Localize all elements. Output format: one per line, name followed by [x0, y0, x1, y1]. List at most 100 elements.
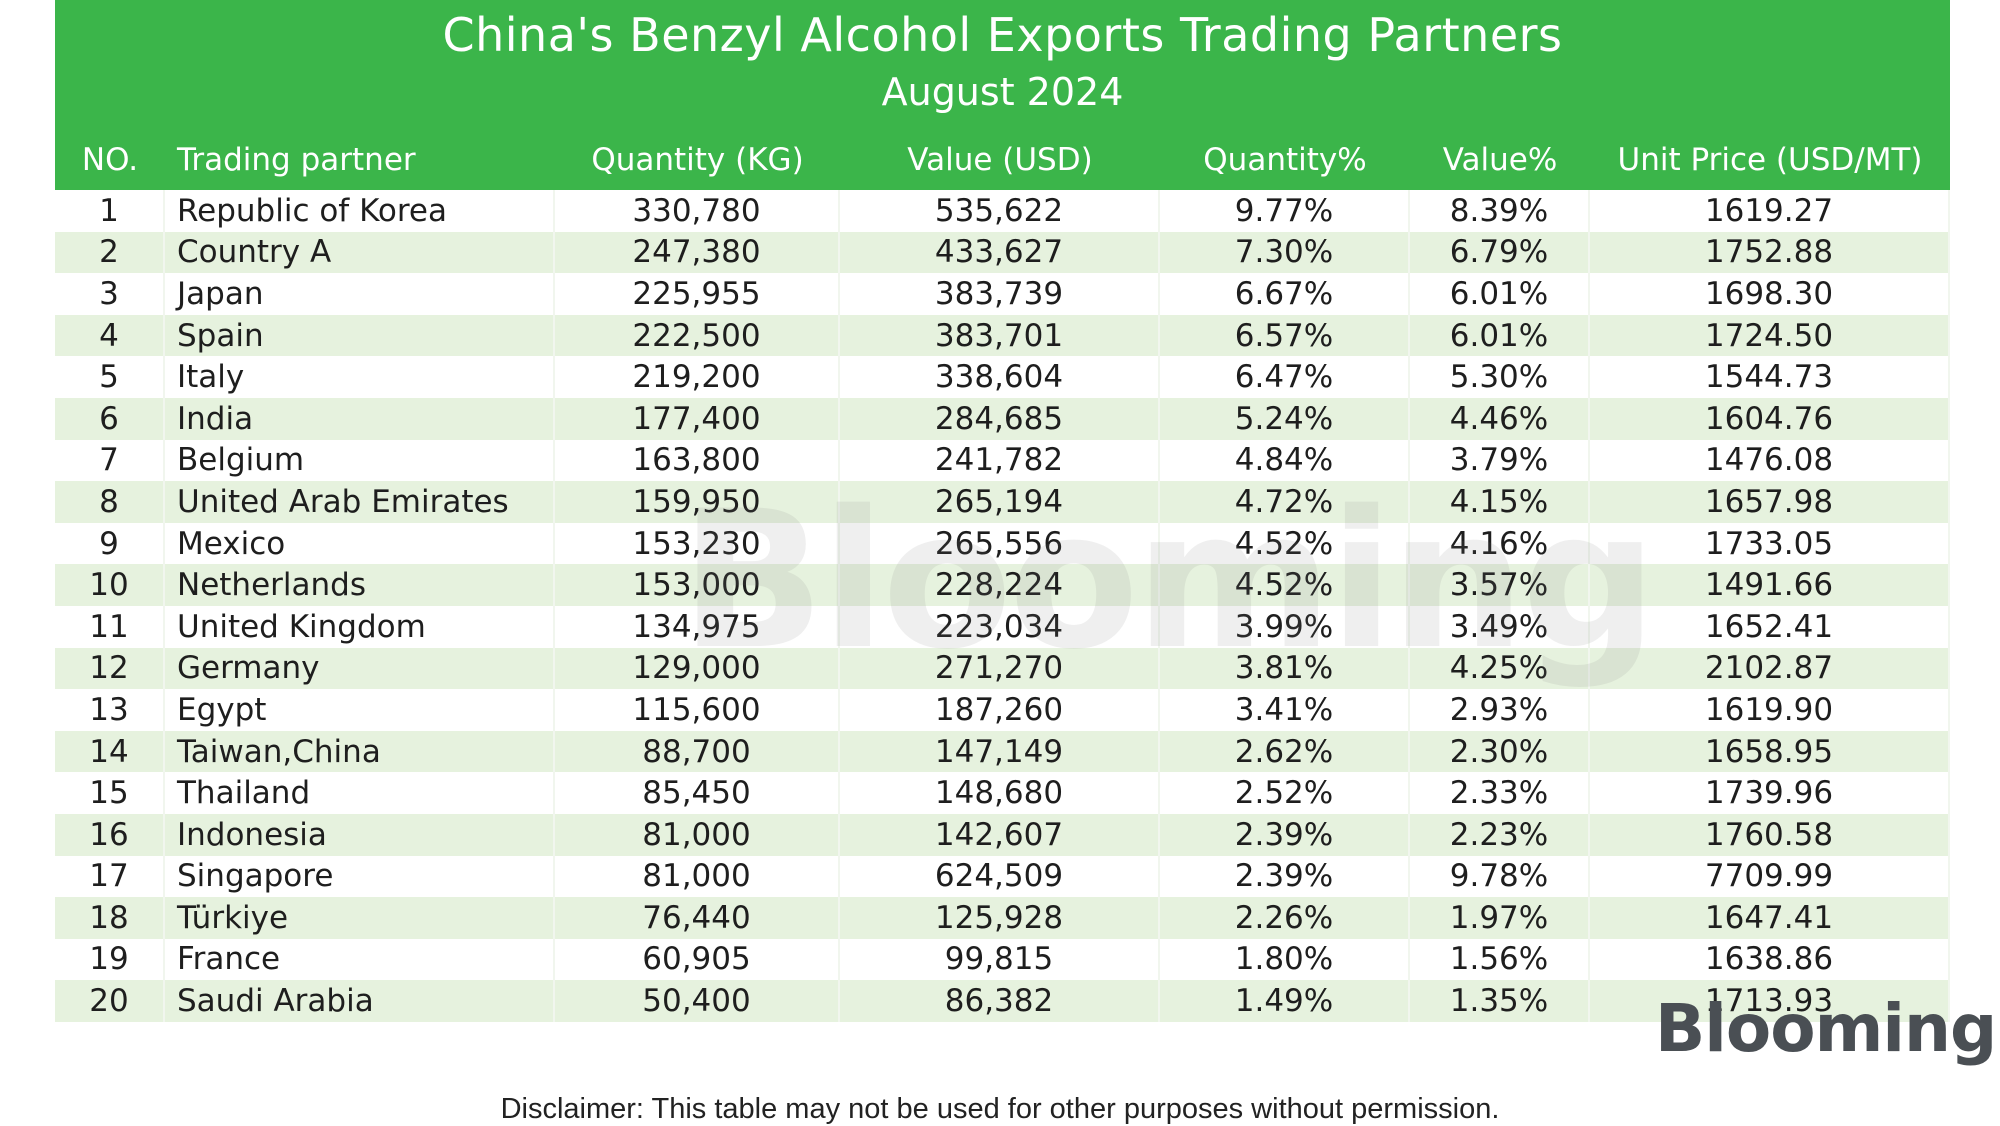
cell-partner: Indonesia — [165, 813, 555, 856]
cell-partner: Singapore — [165, 855, 555, 898]
cell-quantity-pct: 7.30% — [1160, 231, 1410, 274]
table-row: 19 France 60,905 99,815 1.80% 1.56% 1638.86 — [55, 938, 1950, 981]
cell-no: 5 — [55, 356, 165, 398]
cell-value-pct: 6.01% — [1410, 273, 1590, 315]
cell-quantity: 88,700 — [555, 730, 840, 773]
table-row: 7 Belgium 163,800 241,782 4.84% 3.79% 1476.08 — [55, 439, 1950, 482]
cell-quantity: 129,000 — [555, 647, 840, 690]
cell-unit-price: 1733.05 — [1590, 522, 1950, 565]
cell-unit-price: 1752.88 — [1590, 231, 1950, 274]
cell-quantity: 81,000 — [555, 813, 840, 856]
table-row: 17 Singapore 81,000 624,509 2.39% 9.78% 7709.9… — [55, 855, 1950, 898]
column-header-value-pct: Value% — [1442, 142, 1558, 178]
table-row: 18 Türkiye 76,440 125,928 2.26% 1.97% 1647.41 — [55, 897, 1950, 939]
cell-quantity-pct: 3.41% — [1160, 689, 1410, 731]
table-row: 1 Republic of Korea 330,780 535,622 9.77% 8.3… — [55, 190, 1950, 232]
cell-partner: Japan — [165, 273, 555, 315]
cell-value-pct: 2.93% — [1410, 689, 1590, 731]
cell-unit-price: 1647.41 — [1590, 897, 1950, 939]
cell-partner: Türkiye — [165, 897, 555, 939]
cell-unit-price: 1544.73 — [1590, 356, 1950, 398]
cell-partner: Taiwan,China — [165, 730, 555, 773]
cell-value-pct: 9.78% — [1410, 855, 1590, 898]
cell-no: 9 — [55, 522, 165, 565]
cell-no: 10 — [55, 564, 165, 606]
table-row: 5 Italy 219,200 338,604 6.47% 5.30% 1544.73 — [55, 356, 1950, 398]
cell-value-pct: 2.30% — [1410, 730, 1590, 773]
cell-unit-price: 1604.76 — [1590, 397, 1950, 440]
cell-quantity: 134,975 — [555, 605, 840, 648]
cell-quantity-pct: 3.99% — [1160, 605, 1410, 648]
cell-quantity: 153,000 — [555, 564, 840, 606]
cell-quantity-pct: 6.47% — [1160, 356, 1410, 398]
cell-unit-price: 1760.58 — [1590, 813, 1950, 856]
cell-quantity-pct: 2.62% — [1160, 730, 1410, 773]
cell-unit-price: 1658.95 — [1590, 730, 1950, 773]
cell-value: 265,556 — [840, 522, 1160, 565]
cell-no: 8 — [55, 481, 165, 523]
cell-quantity: 219,200 — [555, 356, 840, 398]
cell-quantity-pct: 9.77% — [1160, 190, 1410, 232]
cell-value: 187,260 — [840, 689, 1160, 731]
cell-partner: Saudi Arabia — [165, 980, 555, 1022]
cell-value: 228,224 — [840, 564, 1160, 606]
table-row: 20 Saudi Arabia 50,400 86,382 1.49% 1.35% 1713… — [55, 980, 1950, 1022]
cell-value-pct: 6.01% — [1410, 314, 1590, 357]
column-header-value: Value (USD) — [907, 142, 1093, 178]
cell-quantity: 247,380 — [555, 231, 840, 274]
cell-quantity-pct: 2.52% — [1160, 772, 1410, 814]
brand-logo: Blooming — [1655, 990, 1997, 1067]
cell-partner: Republic of Korea — [165, 190, 555, 232]
table-body: 1 Republic of Korea 330,780 535,622 9.77% 8.3… — [55, 190, 1950, 1022]
cell-quantity-pct: 4.72% — [1160, 481, 1410, 523]
table-row: 3 Japan 225,955 383,739 6.67% 6.01% 1698.30 — [55, 273, 1950, 315]
cell-value-pct: 4.46% — [1410, 397, 1590, 440]
cell-unit-price: 1619.90 — [1590, 689, 1950, 731]
cell-quantity: 76,440 — [555, 897, 840, 939]
cell-quantity: 81,000 — [555, 855, 840, 898]
cell-quantity: 225,955 — [555, 273, 840, 315]
cell-unit-price: 1476.08 — [1590, 439, 1950, 482]
cell-value: 383,739 — [840, 273, 1160, 315]
cell-quantity: 159,950 — [555, 481, 840, 523]
cell-value-pct: 8.39% — [1410, 190, 1590, 232]
cell-quantity-pct: 1.80% — [1160, 938, 1410, 981]
cell-partner: Country A — [165, 231, 555, 274]
cell-no: 19 — [55, 938, 165, 981]
cell-value-pct: 4.16% — [1410, 522, 1590, 565]
cell-partner: Egypt — [165, 689, 555, 731]
cell-quantity-pct: 2.39% — [1160, 855, 1410, 898]
table-row: 4 Spain 222,500 383,701 6.57% 6.01% 1724.50 — [55, 314, 1950, 357]
cell-value: 147,149 — [840, 730, 1160, 773]
table-row: 11 United Kingdom 134,975 223,034 3.99% 3.49%… — [55, 605, 1950, 648]
cell-unit-price: 1698.30 — [1590, 273, 1950, 315]
cell-quantity: 60,905 — [555, 938, 840, 981]
column-header-partner: Trading partner — [177, 142, 416, 178]
cell-quantity-pct: 4.84% — [1160, 439, 1410, 482]
cell-unit-price: 1652.41 — [1590, 605, 1950, 648]
cell-quantity: 153,230 — [555, 522, 840, 565]
table-row: 12 Germany 129,000 271,270 3.81% 4.25% 2102.87 — [55, 647, 1950, 690]
cell-no: 14 — [55, 730, 165, 773]
cell-quantity: 50,400 — [555, 980, 840, 1022]
cell-value-pct: 5.30% — [1410, 356, 1590, 398]
table-title: China's Benzyl Alcohol Exports Trading P… — [442, 8, 1563, 62]
cell-no: 11 — [55, 605, 165, 648]
cell-value: 271,270 — [840, 647, 1160, 690]
cell-partner: Germany — [165, 647, 555, 690]
cell-value-pct: 2.33% — [1410, 772, 1590, 814]
cell-value-pct: 3.79% — [1410, 439, 1590, 482]
table-row: 15 Thailand 85,450 148,680 2.52% 2.33% 1739.96 — [55, 772, 1950, 814]
cell-unit-price: 1638.86 — [1590, 938, 1950, 981]
cell-partner: Thailand — [165, 772, 555, 814]
table-row: 13 Egypt 115,600 187,260 3.41% 2.93% 1619.90 — [55, 689, 1950, 731]
table-row: 9 Mexico 153,230 265,556 4.52% 4.16% 1733.05 — [55, 522, 1950, 565]
cell-value: 265,194 — [840, 481, 1160, 523]
cell-quantity-pct: 6.67% — [1160, 273, 1410, 315]
cell-quantity: 177,400 — [555, 397, 840, 440]
cell-quantity: 115,600 — [555, 689, 840, 731]
table-row: 2 Country A 247,380 433,627 7.30% 6.79% 1752.8… — [55, 231, 1950, 274]
cell-quantity-pct: 1.49% — [1160, 980, 1410, 1022]
cell-no: 6 — [55, 397, 165, 440]
cell-partner: United Arab Emirates — [165, 481, 555, 523]
